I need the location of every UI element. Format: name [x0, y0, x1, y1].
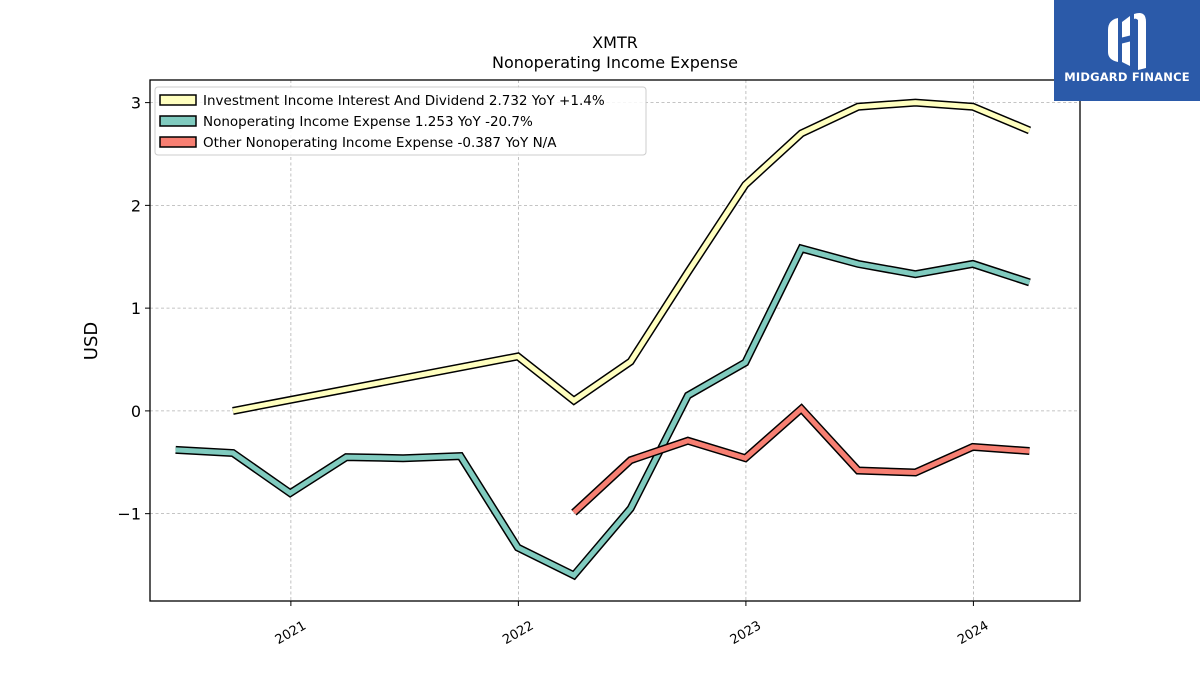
- y-tick-label: 0: [131, 402, 141, 421]
- y-tick-label: 2: [131, 196, 141, 215]
- logo-text: MIDGARD FINANCE: [1064, 70, 1190, 84]
- legend-swatch: [159, 136, 197, 148]
- series-line-nonoperating-income-expense: [175, 245, 1031, 579]
- chart-title: XMTR: [592, 33, 638, 52]
- plot-frame: [149, 79, 1081, 602]
- series-line-investment-income-interest-and-dividend: [232, 100, 1031, 414]
- x-tick-label: 2022: [500, 618, 536, 648]
- chart-subtitle: Nonoperating Income Expense: [492, 53, 738, 72]
- series-outline-nonoperating-income-expense: [175, 243, 1031, 581]
- y-axis: −1 0 1 2 3: [117, 94, 150, 524]
- legend-swatch: [159, 94, 197, 106]
- x-tick-label: 2021: [273, 618, 309, 648]
- x-tick-label: 2023: [728, 618, 764, 648]
- x-tick-label: 2024: [955, 618, 991, 648]
- y-tick-label: −1: [117, 505, 141, 524]
- y-tick-label: 1: [131, 299, 141, 318]
- series-outline-other-nonoperating-income-expense: [571, 403, 1030, 516]
- legend: Investment Income Interest And Dividend …: [154, 86, 647, 156]
- midgard-finance-logo: MIDGARD FINANCE: [1054, 0, 1200, 101]
- midgard-finance-logo-icon: [1108, 13, 1146, 70]
- y-axis-label: USD: [81, 322, 102, 360]
- series-group: [175, 98, 1032, 581]
- x-axis: 2021 2022 2023 2024: [273, 601, 991, 648]
- y-tick-label: 3: [131, 94, 141, 113]
- series-line-other-nonoperating-income-expense: [572, 405, 1030, 515]
- legend-label: Investment Income Interest And Dividend …: [203, 93, 605, 109]
- legend-label: Nonoperating Income Expense 1.253 YoY -2…: [203, 114, 533, 130]
- legend-swatch: [159, 115, 197, 127]
- legend-frame: [154, 86, 647, 156]
- legend-label: Other Nonoperating Income Expense -0.387…: [203, 135, 557, 151]
